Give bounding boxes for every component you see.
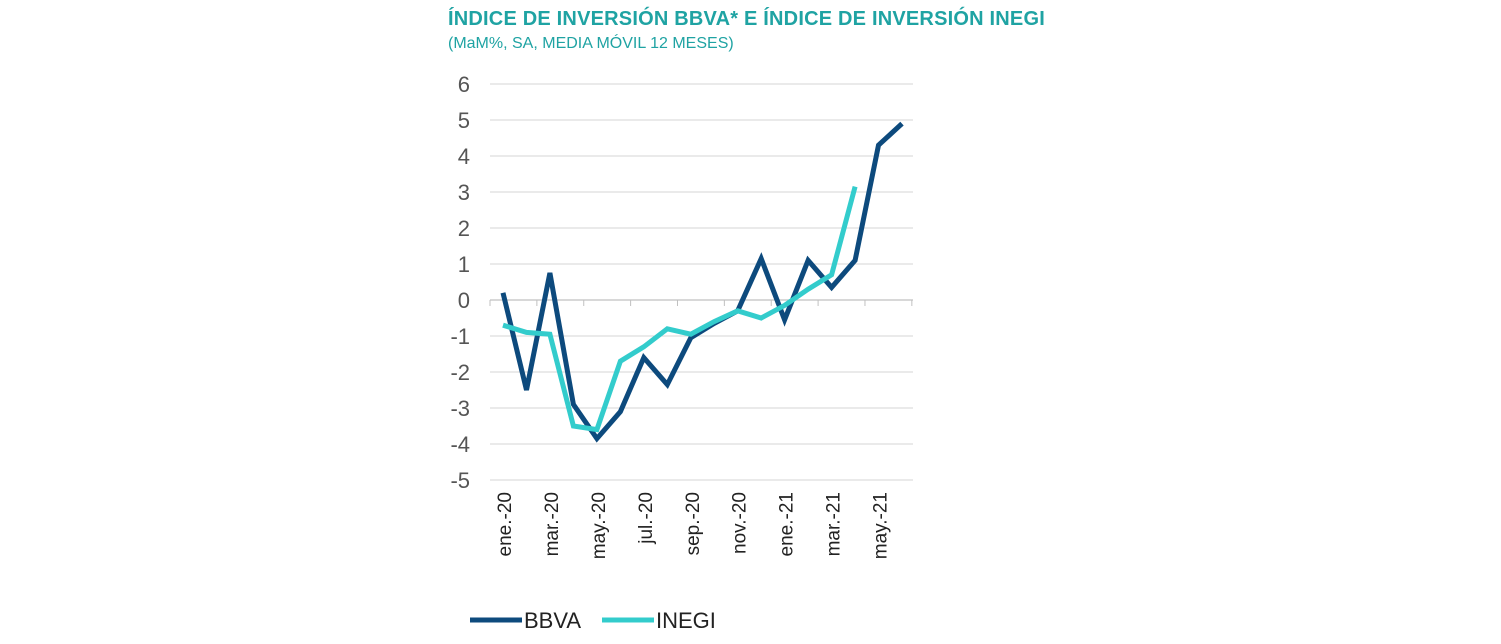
x-tick-label: mar.-21: [824, 492, 845, 556]
y-tick-label: 6: [458, 72, 470, 97]
series-line-inegi: [502, 185, 858, 433]
x-tick-label: jul.-20: [636, 492, 657, 545]
legend: BBVA INEGI: [470, 608, 716, 633]
x-tick-label: may.-21: [871, 492, 892, 559]
legend-label-inegi: INEGI: [656, 608, 716, 633]
x-tick-label: sep.-20: [683, 492, 704, 555]
y-tick-label: -5: [450, 468, 470, 493]
y-tick-label: -3: [450, 396, 470, 421]
x-tick-label: mar.-20: [542, 492, 563, 556]
y-tick-label: -2: [450, 360, 470, 385]
x-tick-label: nov.-20: [730, 492, 751, 554]
x-tick-label: may.-20: [589, 492, 610, 559]
y-tick-label: -1: [450, 324, 470, 349]
x-axis: ene.-20 mar.-20 may.-20 jul.-20 sep.-20 nov.-…: [489, 299, 913, 559]
series-lines: [500, 121, 904, 443]
y-tick-label: 5: [458, 108, 470, 133]
y-tick-label: 2: [458, 216, 470, 241]
x-tick-label: ene.-20: [495, 492, 516, 556]
y-axis-ticks: 6 5 4 3 2 1 0 -1 -2 -3 -4 -5: [450, 72, 470, 493]
x-tick-label: ene.-21: [777, 492, 798, 556]
chart-subtitle: (MaM%, SA, MEDIA MÓVIL 12 MESES): [448, 35, 734, 52]
legend-label-bbva: BBVA: [524, 608, 581, 633]
y-tick-label: 0: [458, 288, 470, 313]
y-tick-label: 1: [458, 252, 470, 277]
y-tick-label: 3: [458, 180, 470, 205]
y-tick-label: 4: [458, 144, 470, 169]
chart-title: ÍNDICE DE INVERSIÓN BBVA* E ÍNDICE DE IN…: [448, 8, 1045, 30]
grid-lines: [490, 83, 913, 481]
y-tick-label: -4: [450, 432, 470, 457]
